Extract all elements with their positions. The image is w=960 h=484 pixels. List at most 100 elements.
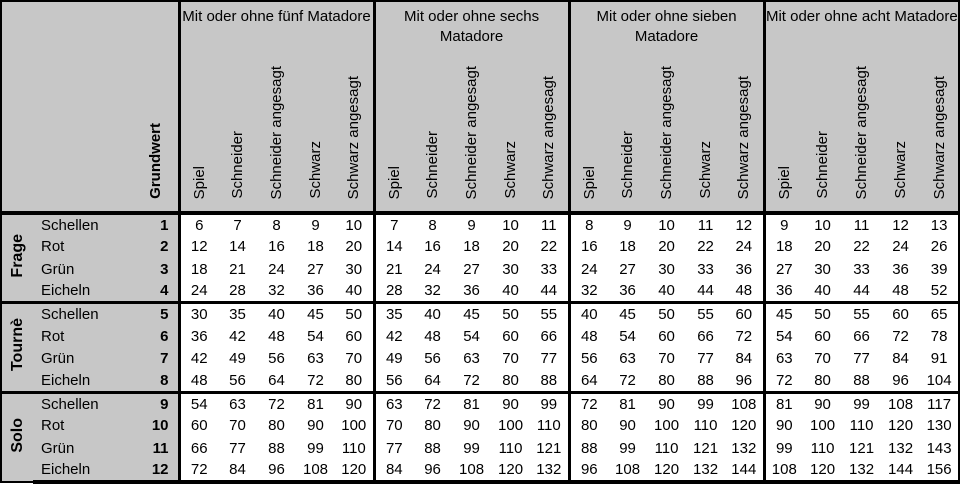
value-cell: 22 xyxy=(530,235,570,258)
value-cell: 99 xyxy=(686,390,726,415)
value-cell: 84 xyxy=(881,347,921,370)
value-cell: 110 xyxy=(686,414,726,438)
table-row: Frage Schellen 1 6 7 8 9 10 7 8 9 10 11 8 9 10 11 12 9 10 11… xyxy=(1,210,960,303)
value-cell: 24 xyxy=(257,257,296,281)
value-column-header-label: Spiel xyxy=(580,165,598,199)
value-column-header: Spiel xyxy=(372,56,414,213)
value-cell: 14 xyxy=(218,235,257,258)
value-cell: 143 xyxy=(920,437,960,460)
value-cell: 54 xyxy=(296,325,335,348)
value-cell: 52 xyxy=(920,280,960,303)
value-column-header-label: Spiel xyxy=(385,165,403,199)
grundwert-value: 10 xyxy=(133,414,179,438)
value-column-header-label: Schwarz xyxy=(307,141,324,199)
value-cell: 110 xyxy=(335,437,375,460)
value-cell: 88 xyxy=(413,437,453,460)
suit-label: Rot xyxy=(33,235,133,258)
value-cell: 56 xyxy=(218,369,257,393)
suit-label: Grün xyxy=(33,257,133,281)
value-cell: 32 xyxy=(413,280,453,303)
value-cell: 45 xyxy=(452,301,492,326)
value-cell: 60 xyxy=(647,325,687,348)
grundwert-value: 4 xyxy=(133,280,179,303)
value-cell: 7 xyxy=(218,210,257,236)
value-cell: 90 xyxy=(335,390,375,415)
value-cell: 60 xyxy=(335,325,375,348)
value-cell: 60 xyxy=(881,301,921,326)
value-cell: 18 xyxy=(608,235,648,258)
value-cell: 10 xyxy=(803,210,843,236)
table-row: Rot 2 12 14 16 18 20 14 16 18 20 22 16 18 20 22 24 18 20 22… xyxy=(1,235,960,258)
value-cell: 156 xyxy=(920,459,960,484)
table-row: Grün 7 42 49 56 63 70 49 56 63 70 77 56 63 70 77 84 63 70 7… xyxy=(1,347,960,370)
value-cell: 63 xyxy=(372,390,414,415)
value-column-header-label: Schwarz angesagt xyxy=(540,75,558,199)
value-cell: 72 xyxy=(881,325,921,348)
value-cell: 66 xyxy=(530,325,570,348)
value-cell: 64 xyxy=(413,369,453,393)
grundwert-value: 12 xyxy=(133,459,179,484)
grundwert-value: 3 xyxy=(133,257,179,281)
value-cell: 36 xyxy=(296,280,335,303)
value-cell: 72 xyxy=(725,325,765,348)
table-row: Eicheln 4 24 28 32 36 40 28 32 36 40 44 32 36 40 44 48 36… xyxy=(1,280,960,303)
value-cell: 30 xyxy=(803,257,843,281)
matadore-group-title: Mit oder ohne sechs Matadore xyxy=(372,1,570,56)
value-cell: 30 xyxy=(491,257,531,281)
value-cell: 48 xyxy=(881,280,921,303)
value-cell: 63 xyxy=(296,347,335,370)
table-row: Grün 3 18 21 24 27 30 21 24 27 30 33 24 27 30 33 36 27 30 3… xyxy=(1,257,960,281)
value-cell: 48 xyxy=(725,280,765,303)
value-cell: 77 xyxy=(530,347,570,370)
value-cell: 50 xyxy=(803,301,843,326)
value-cell: 99 xyxy=(530,390,570,415)
suit-label: Schellen xyxy=(33,301,133,326)
value-cell: 11 xyxy=(686,210,726,236)
value-cell: 110 xyxy=(842,414,882,438)
value-cell: 56 xyxy=(413,347,453,370)
value-cell: 108 xyxy=(762,459,804,484)
value-cell: 36 xyxy=(762,280,804,303)
value-cell: 55 xyxy=(686,301,726,326)
value-cell: 60 xyxy=(491,325,531,348)
value-cell: 80 xyxy=(567,414,609,438)
value-cell: 132 xyxy=(686,459,726,484)
table-row: Tournè Schellen 5 30 35 40 45 50 35 40 45 50 55 40 45 5… xyxy=(1,301,960,393)
table-body: Frage Schellen 1 6 7 8 9 10 7 8 9 10 11 8 9 10 11 12 9 10 11… xyxy=(1,210,960,484)
value-cell: 96 xyxy=(881,369,921,393)
grundwert-value: 2 xyxy=(133,235,179,258)
value-cell: 16 xyxy=(257,235,296,258)
value-cell: 27 xyxy=(608,257,648,281)
value-column-header: Schwarz xyxy=(296,56,335,213)
value-cell: 121 xyxy=(530,437,570,460)
value-cell: 104 xyxy=(920,369,960,393)
value-cell: 88 xyxy=(842,369,882,393)
value-cell: 22 xyxy=(686,235,726,258)
value-cell: 60 xyxy=(725,301,765,326)
value-column-header-label: Schneider xyxy=(424,131,442,199)
suit-label: Schellen xyxy=(33,210,133,236)
value-column-header: Schwarz xyxy=(686,56,726,213)
value-cell: 27 xyxy=(762,257,804,281)
grundwert-value: 5 xyxy=(133,301,179,326)
grundwert-value: 1 xyxy=(133,210,179,236)
value-cell: 70 xyxy=(372,414,414,438)
value-column-header-label: Schneider xyxy=(229,131,246,199)
value-cell: 33 xyxy=(530,257,570,281)
game-type-label: Tournè xyxy=(8,318,26,372)
value-cell: 55 xyxy=(842,301,882,326)
game-type-label: Frage xyxy=(8,233,26,278)
value-cell: 99 xyxy=(296,437,335,460)
value-cell: 40 xyxy=(335,280,375,303)
value-cell: 72 xyxy=(296,369,335,393)
value-cell: 24 xyxy=(725,235,765,258)
group-title-row: Grundwert Mit oder ohne fünf Matadore Mit… xyxy=(1,1,960,213)
value-column-header: Schneider xyxy=(218,56,257,213)
value-cell: 120 xyxy=(491,459,531,484)
value-cell: 11 xyxy=(842,210,882,236)
game-type-header: Frage xyxy=(1,211,33,303)
value-cell: 12 xyxy=(177,235,218,258)
value-cell: 36 xyxy=(452,280,492,303)
value-cell: 100 xyxy=(491,414,531,438)
grundwert-value: 6 xyxy=(133,325,179,348)
